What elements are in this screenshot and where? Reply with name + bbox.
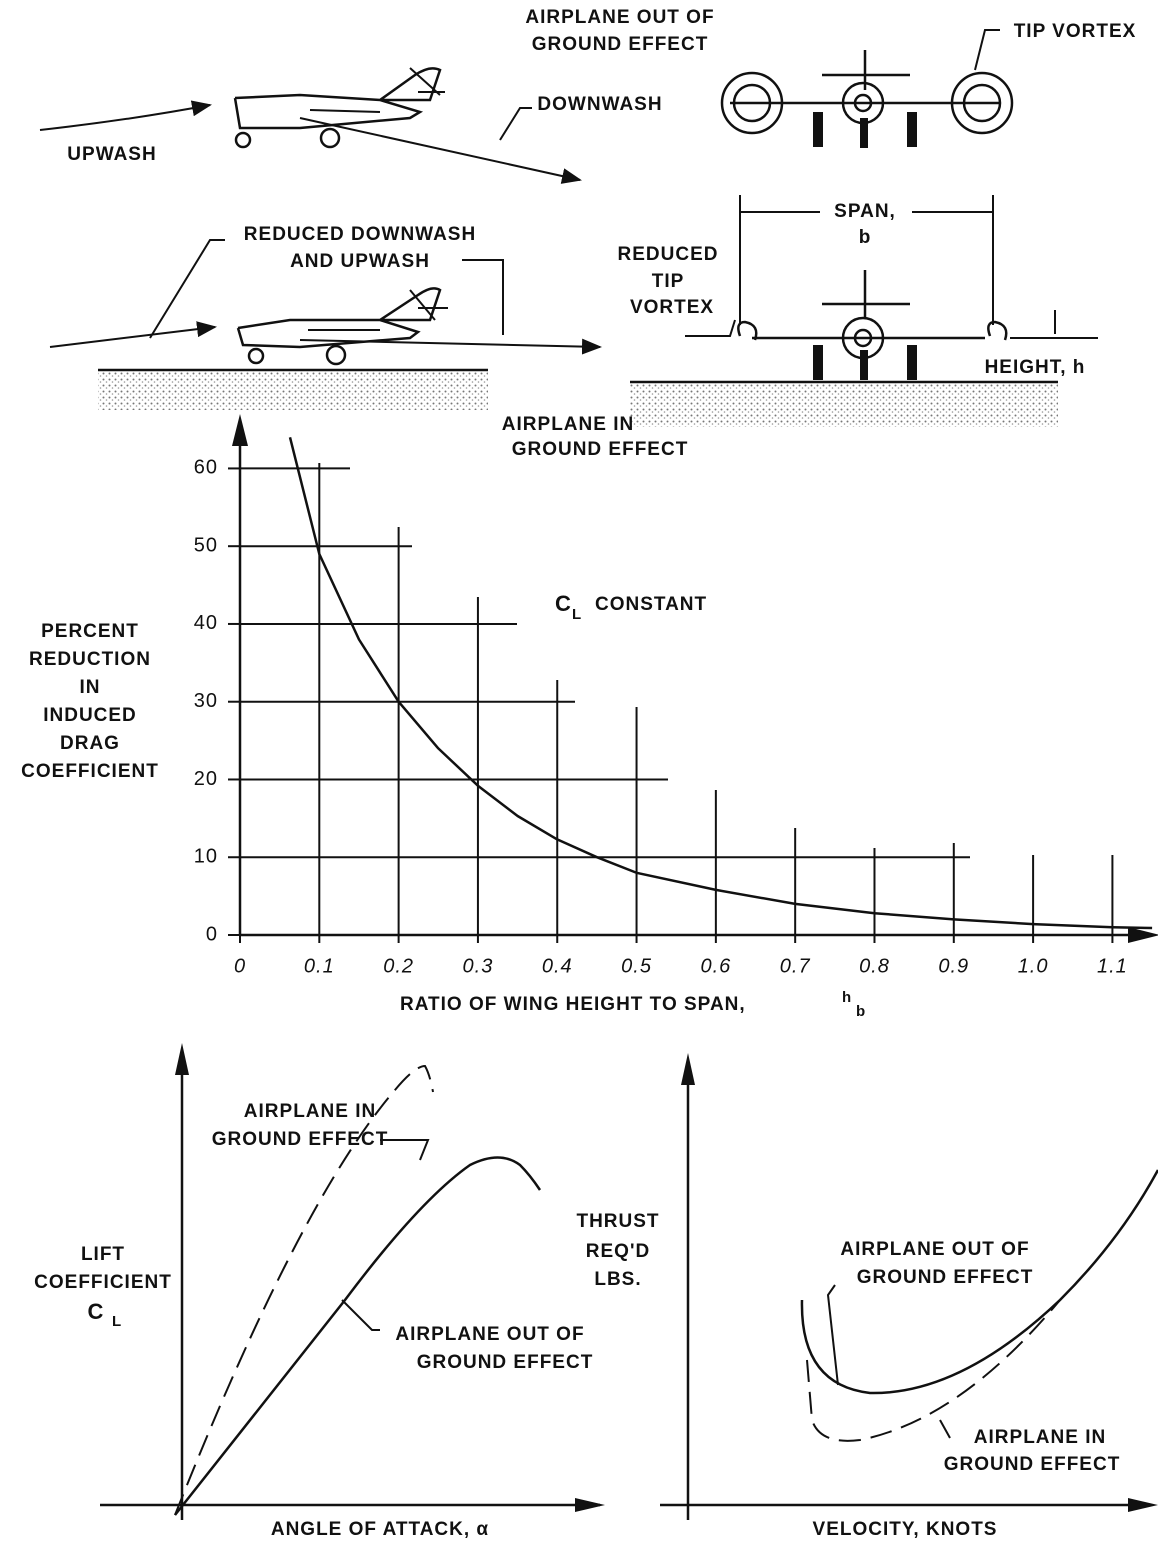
x-tick-label: 0.2 [383, 955, 414, 977]
x-tick-label: 0.5 [621, 955, 652, 977]
data-line [288, 436, 1153, 930]
x-tick-label: 0.6 [700, 955, 731, 977]
airplane-side-ground [236, 287, 442, 349]
x-tick-label: 0 [234, 955, 246, 977]
airplane-side [233, 67, 442, 130]
x-axis-label: b [856, 1003, 866, 1020]
wheel [325, 344, 347, 366]
thrust-chart: THRUST REQ'D LBS. AIRPLANE OUT OF GROUND… [576, 1053, 1158, 1540]
y-axis-label: COEFFICIENT [34, 1272, 172, 1293]
y-tick-label: 30 [194, 690, 218, 712]
y-axis-label: IN [80, 677, 101, 698]
label: REDUCED [618, 244, 719, 265]
y-axis-label: INDUCED [43, 705, 137, 726]
curve-in [806, 1299, 1061, 1442]
annotation: L [572, 606, 582, 623]
label: UPWASH [67, 144, 156, 165]
y-tick-label: 60 [194, 457, 218, 479]
label: SPAN, [834, 201, 896, 222]
y-axis-label: COEFFICIENT [21, 761, 159, 782]
airplane-front [720, 29, 1014, 148]
y-tick-label: 50 [194, 534, 218, 556]
x-tick-label: 1.0 [1018, 955, 1049, 977]
x-tick-label: 0.1 [304, 955, 335, 977]
y-axis-label: DRAG [60, 733, 120, 754]
curve-out [800, 1169, 1158, 1395]
label: GROUND EFFECT [857, 1267, 1034, 1288]
label: b [859, 227, 872, 248]
axis-arrow [1128, 927, 1158, 943]
curve-out [174, 1156, 542, 1516]
wheel [247, 347, 265, 365]
leader [149, 239, 504, 339]
x-tick-label: 0.3 [463, 955, 494, 977]
axis-arrows [175, 1043, 605, 1512]
leader [499, 107, 532, 141]
diagram-labels: AIRPLANE OUT OF GROUND EFFECT TIP VORTEX… [67, 7, 1137, 460]
x-tick-label: 0.4 [542, 955, 573, 977]
y-axis-label: LBS. [594, 1269, 641, 1290]
y-axis-label: L [112, 1313, 122, 1330]
ground [630, 382, 1058, 427]
label: GROUND EFFECT [212, 1129, 389, 1150]
leader [826, 1284, 951, 1439]
label: AND UPWASH [290, 251, 430, 272]
y-tick-label: 0 [206, 923, 218, 945]
y-axis-label: PERCENT [41, 621, 139, 642]
label: AIRPLANE OUT OF [840, 1239, 1029, 1260]
label: AIRPLANE IN [502, 414, 634, 435]
y-axis-label: C [88, 1299, 105, 1324]
x-axis-label: RATIO OF WING HEIGHT TO SPAN, [400, 994, 746, 1015]
label: AIRPLANE IN [244, 1101, 376, 1122]
wheel [319, 127, 341, 149]
label: GROUND EFFECT [512, 439, 689, 460]
label: AIRPLANE OUT OF [525, 7, 714, 28]
axis-arrow [232, 414, 248, 446]
y-tick-label: 10 [194, 846, 218, 868]
y-tick-label: 20 [194, 768, 218, 790]
y-axis-label: REDUCTION [29, 649, 151, 670]
label: AIRPLANE OUT OF [395, 1324, 584, 1345]
x-tick-label: 0.9 [938, 955, 969, 977]
upwash-arrow [39, 100, 212, 131]
y-axis-label: THRUST [576, 1211, 659, 1232]
label: TIP VORTEX [1014, 21, 1137, 42]
label: GROUND EFFECT [417, 1352, 594, 1373]
x-axis-label: h [842, 989, 852, 1006]
label: HEIGHT, h [985, 357, 1086, 378]
label: GROUND EFFECT [944, 1454, 1121, 1475]
x-axis-label: ANGLE OF ATTACK, α [271, 1519, 489, 1540]
main-chart: PERCENT REDUCTION IN INDUCED DRAG COEFFI… [21, 414, 1158, 1020]
airplane-detail [308, 289, 448, 331]
wheel [234, 131, 252, 149]
leader [341, 1139, 430, 1331]
illustrations [39, 29, 1098, 427]
annotation: CONSTANT [595, 594, 707, 615]
label: AIRPLANE IN [974, 1427, 1106, 1448]
y-tick-label: 40 [194, 612, 218, 634]
y-axis-label: REQ'D [586, 1241, 650, 1262]
label: REDUCED DOWNWASH [244, 224, 476, 245]
label: TIP [652, 271, 685, 292]
airflow-arrow [299, 338, 602, 355]
ground [98, 370, 488, 410]
axes [660, 1060, 1150, 1520]
label: DOWNWASH [537, 94, 662, 115]
airplane-detail [309, 67, 445, 113]
x-axis-label: VELOCITY, KNOTS [813, 1519, 998, 1540]
x-tick-label: 1.1 [1097, 955, 1128, 977]
lift-chart: AIRPLANE IN GROUND EFFECT LIFT COEFFICIE… [34, 1043, 605, 1540]
annotation: C [555, 591, 572, 616]
airflow-arrow [49, 321, 217, 348]
downwash-arrow [299, 117, 582, 184]
y-axis-label: LIFT [81, 1244, 125, 1265]
x-tick-label: 0.8 [859, 955, 890, 977]
curve-in [174, 1064, 434, 1516]
label: VORTEX [630, 297, 714, 318]
x-tick-label: 0.7 [780, 955, 811, 977]
label: GROUND EFFECT [532, 34, 709, 55]
